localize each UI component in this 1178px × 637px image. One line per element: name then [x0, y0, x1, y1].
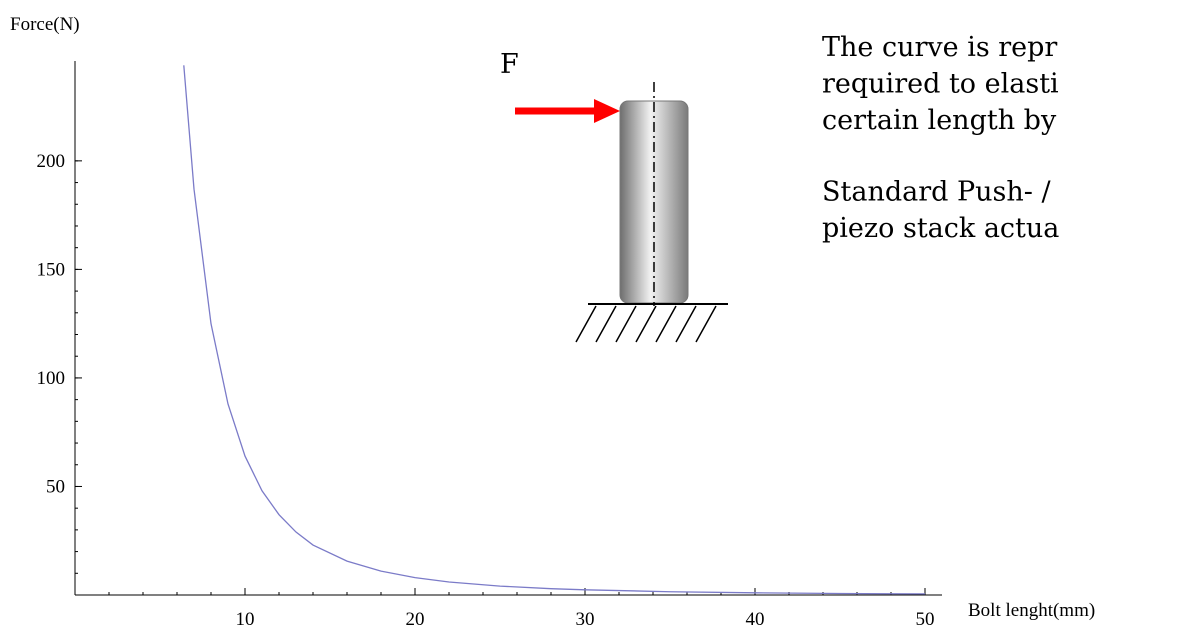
bolt-diagram — [515, 82, 728, 342]
x-tick-label: 20 — [406, 609, 425, 630]
slide-text-line: Standard Push- / — [822, 177, 1051, 208]
force-arrow-head — [594, 99, 620, 123]
ground-hatch — [576, 306, 716, 342]
x-tick-label: 40 — [746, 609, 765, 630]
slide-text-line: certain length by — [822, 105, 1057, 136]
x-tick-label: 10 — [236, 609, 255, 630]
page: {"chart_data": {"type": "line", "x_label… — [0, 0, 1178, 637]
slide-text-line: The curve is repr — [822, 32, 1057, 63]
y-tick-label: 200 — [37, 151, 66, 172]
slide-text-line: required to elasti — [822, 69, 1059, 100]
x-tick-label: 30 — [576, 609, 595, 630]
slide: F Force(N) Bolt lenght(mm) 10 20 30 40 50 50 1… — [0, 0, 1178, 637]
x-tick-label: 50 — [916, 609, 935, 630]
y-tick-label: 150 — [37, 259, 66, 280]
slide-text-line: piezo stack actua — [822, 213, 1059, 244]
y-axis-label: Force(N) — [10, 14, 80, 35]
y-tick-label: 100 — [37, 368, 66, 389]
curve — [184, 65, 925, 594]
y-tick-label: 50 — [46, 476, 65, 497]
force-label: F — [500, 49, 519, 80]
x-axis-label: Bolt lenght(mm) — [968, 600, 1095, 621]
